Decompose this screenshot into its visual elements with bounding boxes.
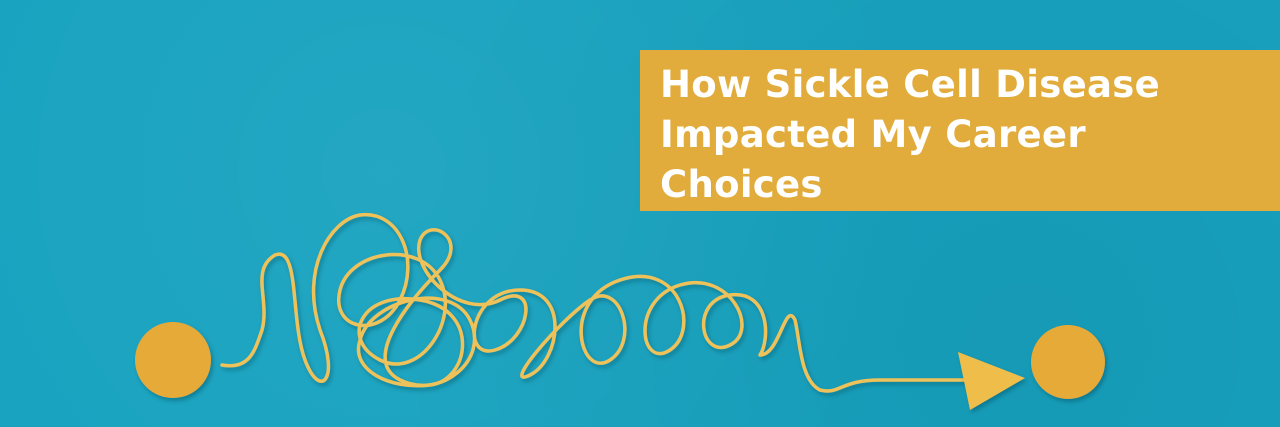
end-dot-icon: [1031, 325, 1105, 399]
page-title: How Sickle Cell Disease Impacted My Care…: [660, 60, 1280, 210]
arrow-head-icon: [958, 352, 1025, 410]
title-line-3: Choices: [660, 163, 823, 206]
tangled-path-icon: [220, 213, 967, 393]
title-line-2: Impacted My Career: [660, 113, 1086, 156]
title-line-1: How Sickle Cell Disease: [660, 63, 1160, 106]
start-dot-icon: [135, 322, 211, 398]
title-banner: How Sickle Cell Disease Impacted My Care…: [640, 50, 1280, 211]
